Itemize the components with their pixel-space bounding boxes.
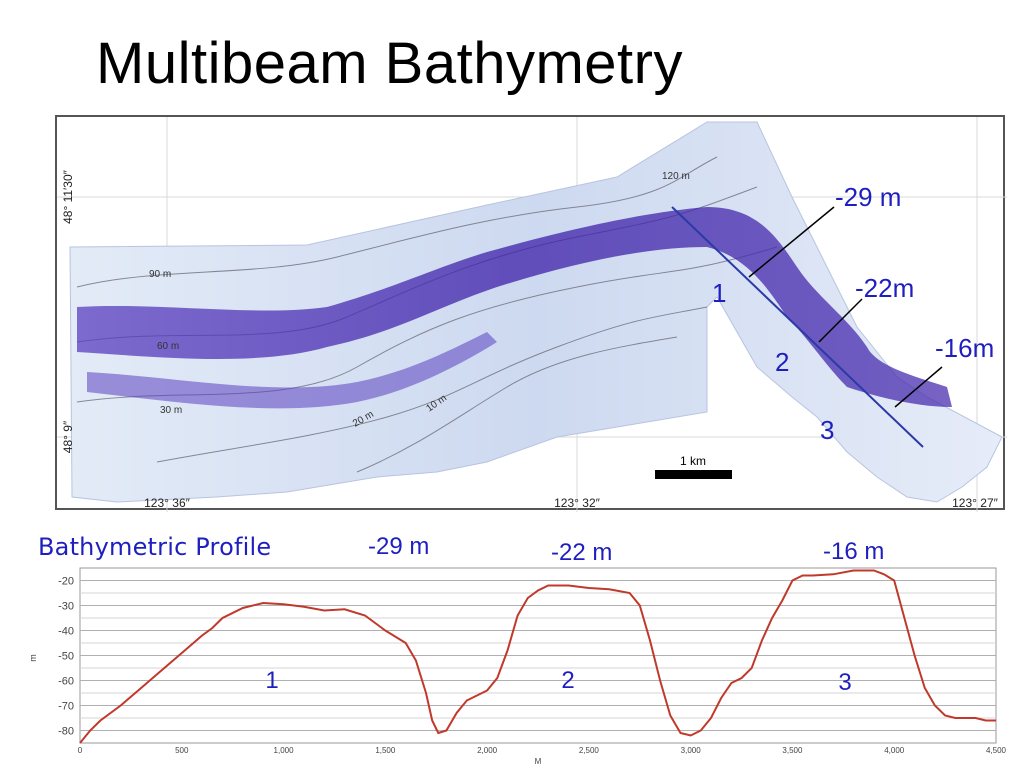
contour-label-90: 90 m <box>149 269 171 280</box>
depth-callout-16: -16m <box>935 333 995 363</box>
map-profile-number-3: 3 <box>820 415 835 445</box>
profile-segment-number-3: 3 <box>838 669 851 696</box>
profile-title: Bathymetric Profile <box>38 533 272 561</box>
profile-x-tick-label: 0 <box>78 746 83 755</box>
profile-y-axis-label: m <box>28 654 38 662</box>
profile-x-tick-label: 500 <box>175 746 189 755</box>
profile-x-tick-label: 2,000 <box>477 746 498 755</box>
profile-x-tick-label: 2,500 <box>579 746 600 755</box>
profile-x-ticks: 0 500 1,000 1,500 2,000 2,500 3,000 3,500 4,000 4… <box>78 746 1007 755</box>
profile-peak-label-29: -29 m <box>368 533 430 560</box>
profile-y-tick-label: -30 <box>58 601 74 613</box>
profile-x-tick-label: 4,500 <box>986 746 1007 755</box>
profile-y-tick-label: -60 <box>58 676 74 688</box>
bathymetry-map: 1 km 120 m 90 m 60 m 30 m 20 m 10 m 48° … <box>55 115 1007 512</box>
profile-peak-label-22: -22 m <box>551 539 613 566</box>
profile-x-tick-label: 3,000 <box>681 746 702 755</box>
map-profile-number-2: 2 <box>775 347 790 377</box>
profile-grid <box>79 567 997 744</box>
profile-x-tick-label: 4,000 <box>884 746 905 755</box>
scale-bar-label: 1 km <box>680 454 706 468</box>
profile-peak-label-16: -16 m <box>823 538 885 565</box>
profile-x-tick-label: 1,000 <box>274 746 295 755</box>
profile-y-tick-label: -50 <box>58 651 74 663</box>
scale-bar <box>655 470 732 479</box>
depth-callout-29: -29 m <box>835 182 902 212</box>
profile-y-tick-label: -40 <box>58 626 74 638</box>
profile-segment-number-1: 1 <box>265 667 278 694</box>
callout-leaders <box>748 206 943 408</box>
profile-chart: -20 -30 -40 -50 -60 -70 -80 0 500 1,000 1,500 2,00… <box>28 567 1007 766</box>
profile-x-axis-label: M <box>535 757 542 766</box>
lon-label-west: 123° 36″ <box>144 496 191 510</box>
profile-y-tick-label: -20 <box>58 576 74 588</box>
profile-y-ticks: -20 -30 -40 -50 -60 -70 -80 <box>58 576 74 738</box>
secondary-channel <box>87 332 497 409</box>
map-profile-number-1: 1 <box>712 278 727 308</box>
profile-y-tick-label: -80 <box>58 726 74 738</box>
lat-label-bottom: 48° 9″ <box>61 420 75 453</box>
profile-series-line <box>79 569 996 744</box>
profile-x-tick-label: 1,500 <box>375 746 396 755</box>
profile-line <box>671 206 924 448</box>
profile-x-tick-label: 3,500 <box>782 746 803 755</box>
lon-label-east: 123° 27″ <box>952 496 999 510</box>
map-image: 1 km 120 m 90 m 60 m 30 m 20 m 10 m 48° … <box>57 117 1007 512</box>
lat-label-top: 48° 11′30″ <box>61 169 75 224</box>
slide-title: Multibeam Bathymetry <box>96 31 683 96</box>
deep-channel <box>77 207 952 407</box>
contour-label-60: 60 m <box>157 341 179 352</box>
contour-label-30: 30 m <box>160 405 182 416</box>
depth-callout-22: -22m <box>855 273 915 303</box>
contour-label-120: 120 m <box>662 171 690 182</box>
profile-segment-number-2: 2 <box>561 667 574 694</box>
lon-label-center: 123° 32″ <box>554 496 601 510</box>
profile-y-tick-label: -70 <box>58 701 74 713</box>
